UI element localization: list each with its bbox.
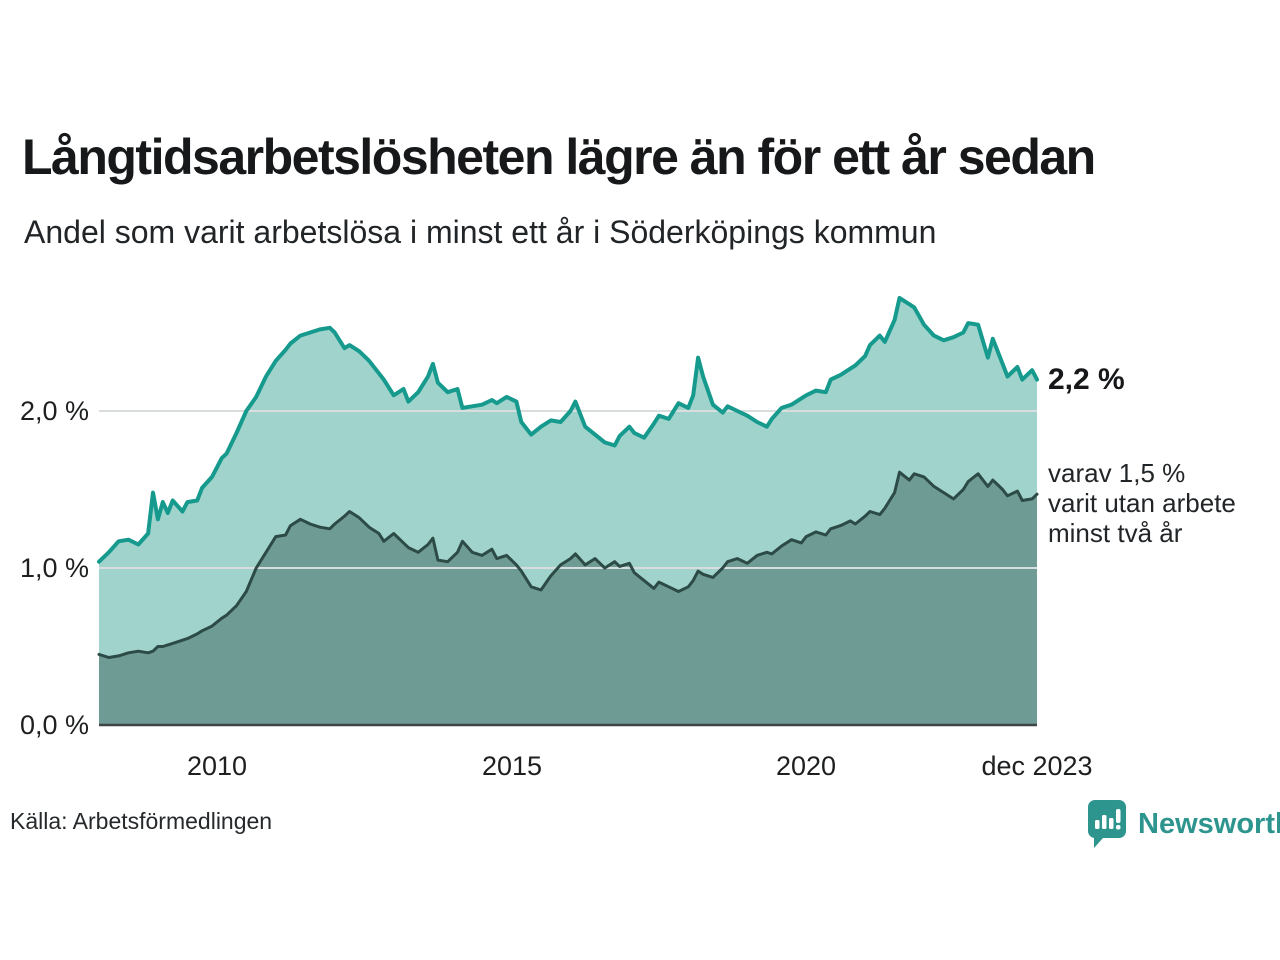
- x-axis-label-2015: 2015: [481, 751, 543, 781]
- page-title: Långtidsarbetslösheten lägre än för ett …: [22, 129, 1096, 185]
- series-line-2: [97, 470, 1039, 659]
- secondary-annotation-line-2: varit utan arbete: [1048, 488, 1236, 518]
- series-end-value-label: 2,2 %: [1048, 363, 1125, 396]
- newsworthy-logo: Newsworthy: [1086, 798, 1280, 850]
- series-area-2: [99, 472, 1037, 725]
- secondary-annotation-line-1: varav 1,5 %: [1048, 458, 1186, 488]
- y-axis-label-0: 0,0 %: [20, 710, 90, 740]
- x-axis-label-2020: 2020: [775, 751, 837, 781]
- newsworthy-wordmark: Newsworthy: [1138, 807, 1280, 840]
- source-credit: Källa: Arbetsförmedlingen: [10, 808, 273, 834]
- chart-subtitle: Andel som varit arbetslösa i minst ett å…: [24, 214, 937, 250]
- newsworthy-logo-icon: [1088, 800, 1126, 848]
- y-axis-label-2: 2,0 %: [20, 396, 90, 426]
- secondary-annotation: varav 1,5 % varit utan arbete minst två …: [1048, 458, 1236, 548]
- x-axis-label-dec-2023: dec 2023: [981, 751, 1093, 781]
- secondary-annotation-line-3: minst två år: [1048, 518, 1183, 548]
- x-axis-label-2010: 2010: [186, 751, 248, 781]
- series-line-1: [97, 296, 1039, 564]
- y-axis-label-1: 1,0 %: [20, 553, 90, 583]
